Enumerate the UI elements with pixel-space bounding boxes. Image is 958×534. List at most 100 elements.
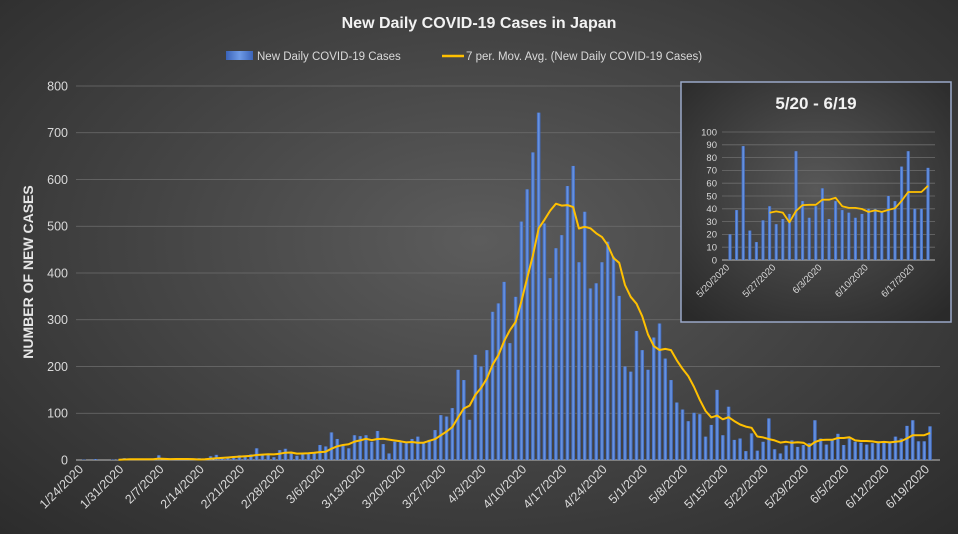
bar xyxy=(473,354,478,460)
bar xyxy=(410,438,414,460)
bar xyxy=(876,441,881,460)
bar xyxy=(508,343,512,460)
bar xyxy=(559,235,564,460)
bar xyxy=(496,303,501,460)
y-tick-label: 600 xyxy=(47,173,68,187)
bar xyxy=(790,440,794,460)
bar xyxy=(513,296,518,460)
bar xyxy=(243,455,247,460)
moving-average-line xyxy=(118,202,931,461)
bar xyxy=(444,416,449,460)
bar xyxy=(818,438,823,460)
legend-bar-swatch xyxy=(226,51,253,60)
x-tick-label: 3/27/2020 xyxy=(399,462,448,511)
bar xyxy=(900,166,904,260)
bar xyxy=(754,242,758,260)
bar xyxy=(814,206,818,260)
bar xyxy=(755,450,760,460)
bar xyxy=(651,337,656,460)
bar xyxy=(306,453,311,460)
bar xyxy=(548,278,552,460)
bar xyxy=(772,449,777,460)
y-axis-title: NUMBER OF NEW CASES xyxy=(20,185,36,358)
bar xyxy=(893,201,897,260)
bar xyxy=(283,448,288,460)
bar xyxy=(502,281,506,460)
bar xyxy=(709,424,714,460)
bar xyxy=(369,441,374,460)
bar xyxy=(781,219,785,260)
bar xyxy=(680,409,685,460)
x-tick-label: 1/31/2020 xyxy=(77,462,126,511)
bar xyxy=(634,330,639,460)
chart-title: New Daily COVID-19 Cases in Japan xyxy=(342,15,617,32)
bar xyxy=(295,455,299,460)
bar xyxy=(864,444,869,460)
y-tick-label: 80 xyxy=(706,153,717,164)
bar xyxy=(830,440,834,460)
bar xyxy=(840,210,844,260)
bar xyxy=(836,433,840,460)
bar xyxy=(577,262,581,460)
bar xyxy=(277,450,282,460)
bar xyxy=(824,444,829,460)
bar xyxy=(467,419,472,460)
inset-chart: 5/20 - 6/19 01020304050607080901005/20/2… xyxy=(680,81,952,323)
bar xyxy=(352,435,357,460)
bar xyxy=(605,241,610,460)
bar xyxy=(536,112,541,461)
bar xyxy=(893,436,898,460)
bar xyxy=(768,206,772,260)
bar xyxy=(795,446,800,460)
y-tick-label: 800 xyxy=(47,79,68,93)
bar xyxy=(715,389,719,460)
bar xyxy=(761,441,765,460)
bar xyxy=(703,436,708,460)
x-tick-label: 5/1/2020 xyxy=(606,462,650,506)
bar xyxy=(801,201,805,260)
bar xyxy=(922,441,927,460)
bar xyxy=(358,436,363,460)
bar xyxy=(905,425,909,460)
bar xyxy=(341,445,345,460)
bar xyxy=(728,234,732,260)
bar xyxy=(231,456,236,460)
bar xyxy=(289,453,293,460)
bar xyxy=(375,431,380,460)
bar xyxy=(392,441,397,460)
bar xyxy=(519,221,524,460)
y-tick-label: 200 xyxy=(47,360,68,374)
y-tick-label: 0 xyxy=(61,453,68,467)
y-tick-label: 100 xyxy=(701,127,717,138)
bar xyxy=(859,442,863,460)
y-tick-label: 60 xyxy=(706,179,717,190)
moving-average-line xyxy=(769,185,929,224)
bar xyxy=(646,369,650,460)
bar xyxy=(490,311,495,460)
bar xyxy=(427,439,432,460)
bar xyxy=(663,358,668,460)
bar xyxy=(237,455,242,460)
bar xyxy=(721,435,725,460)
bar xyxy=(882,441,886,460)
bar xyxy=(873,208,877,260)
bar xyxy=(820,188,824,260)
bar xyxy=(346,448,351,460)
bar xyxy=(738,438,742,460)
y-tick-label: 300 xyxy=(47,313,68,327)
bar xyxy=(450,408,455,460)
bar xyxy=(887,442,892,460)
legend-bar-label: New Daily COVID-19 Cases xyxy=(257,51,401,63)
bar xyxy=(880,211,884,260)
bar xyxy=(462,380,466,460)
y-tick-label: 70 xyxy=(706,166,717,177)
bar xyxy=(272,457,276,460)
bar xyxy=(886,196,890,260)
bar xyxy=(479,366,483,460)
bar xyxy=(617,295,622,460)
bar xyxy=(870,443,875,460)
y-tick-label: 20 xyxy=(706,230,717,241)
bar xyxy=(335,438,340,460)
bar xyxy=(813,420,817,460)
